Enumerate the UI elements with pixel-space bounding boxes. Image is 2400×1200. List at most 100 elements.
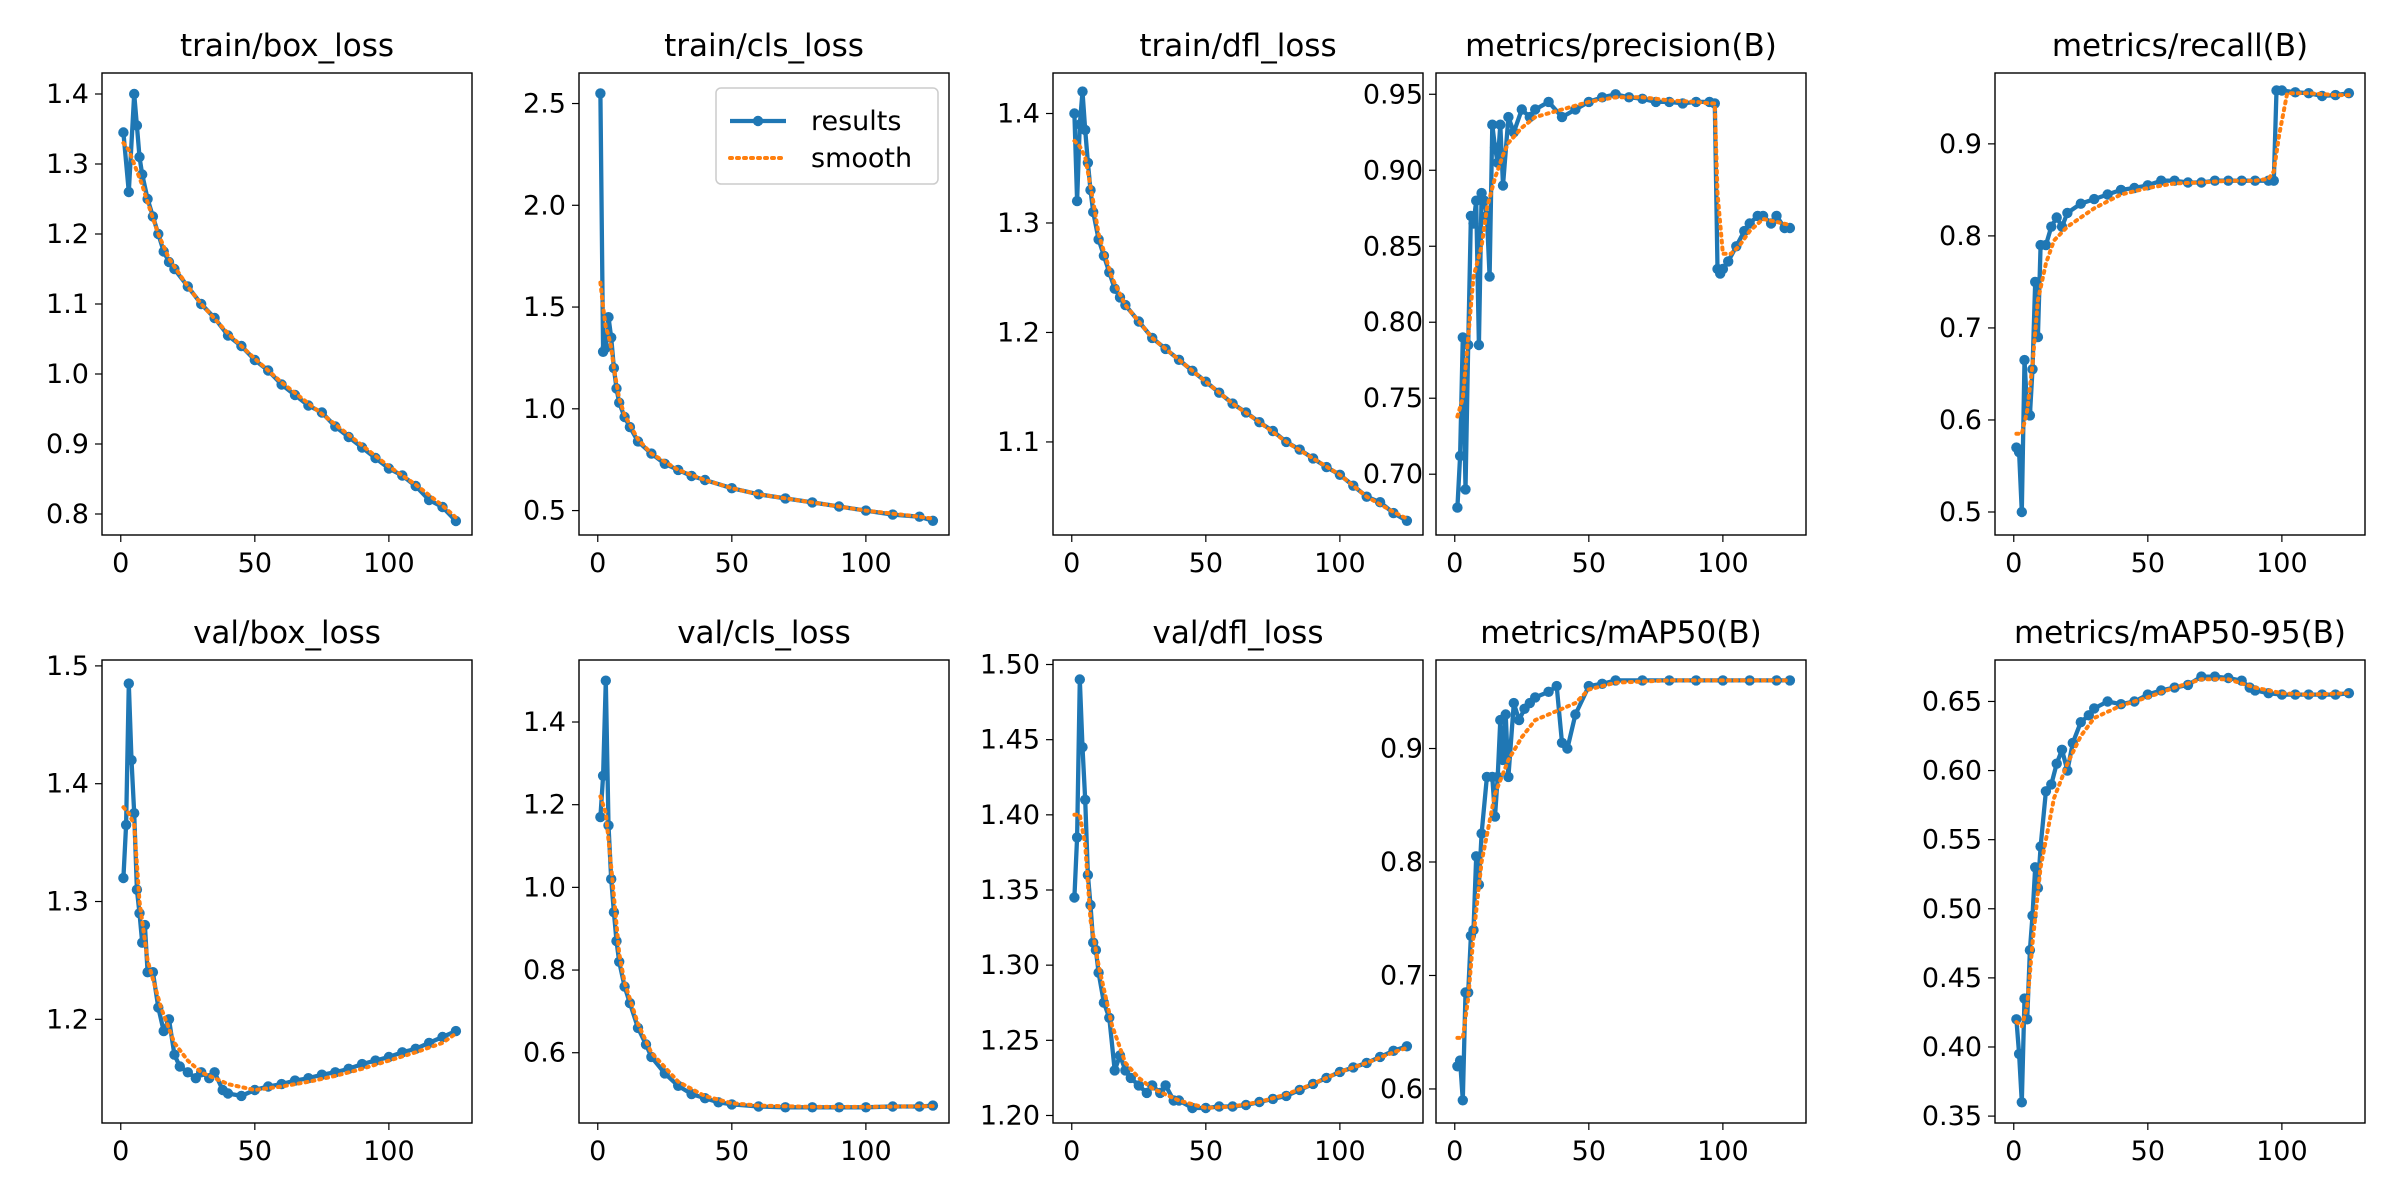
results-point — [1125, 1072, 1137, 1084]
y-tick-label: 1.2 — [997, 317, 1040, 348]
results-point — [595, 811, 606, 823]
x-tick-label: 0 — [2005, 1136, 2022, 1167]
smooth-line — [121, 141, 458, 520]
results-point — [2102, 696, 2113, 707]
results-point — [2075, 717, 2086, 728]
results-point — [123, 678, 134, 689]
panel-title: train/box_loss — [180, 28, 394, 64]
results-line — [121, 91, 458, 523]
x-tick-label: 50 — [238, 1136, 272, 1167]
results-point — [2051, 212, 2062, 223]
y-tick-label: 0.45 — [1922, 963, 1982, 994]
results-point — [887, 1101, 898, 1112]
smooth-line — [2014, 91, 2351, 436]
results-point — [118, 127, 129, 138]
results-point — [1771, 210, 1782, 222]
results-point — [2089, 193, 2100, 205]
axes-frame — [1435, 659, 1807, 1124]
y-tick-label: 1.4 — [997, 99, 1040, 130]
y-tick-label: 1.3 — [997, 208, 1040, 239]
results-point — [2089, 703, 2100, 714]
legend-label-smooth: smooth — [811, 143, 912, 174]
results-point — [595, 88, 606, 99]
results-point — [1556, 111, 1568, 123]
results-point — [1500, 709, 1511, 720]
results-point — [126, 754, 137, 766]
x-tick-label: 0 — [112, 548, 129, 579]
results-point — [2013, 447, 2025, 458]
results-point — [158, 1025, 169, 1037]
results-point — [673, 1080, 684, 1092]
panel-2: train/dfl_loss 0 50 100 1.1 1.2 1.3 1.4 — [997, 28, 1424, 579]
y-tick-label: 0.40 — [1922, 1032, 1982, 1063]
results-point — [1071, 195, 1083, 207]
results-point — [1508, 127, 1520, 138]
results-point — [1141, 1087, 1153, 1099]
results-point — [1069, 892, 1080, 903]
y-tick-label: 0.8 — [46, 499, 89, 530]
results-point — [118, 872, 129, 884]
y-tick-label: 0.60 — [1922, 756, 1982, 787]
results-point — [2046, 779, 2057, 790]
panel-8: metrics/mAP50(B) 0 50 100 0.6 0.7 0.8 0.9 — [1380, 615, 1807, 1167]
x-tick-label: 50 — [1189, 548, 1223, 579]
results-point — [600, 675, 611, 686]
axes-frame — [1052, 659, 1424, 1124]
results-point — [1570, 709, 1581, 720]
results-point — [129, 88, 140, 100]
results-point — [182, 1067, 193, 1078]
smooth-line — [1455, 95, 1792, 419]
results-point — [1452, 502, 1463, 513]
x-tick-label: 100 — [2256, 1136, 2308, 1167]
y-tick-label: 0.95 — [1363, 79, 1423, 110]
results-point — [1454, 450, 1466, 462]
y-tick-label: 0.8 — [523, 955, 566, 986]
results-point — [1530, 692, 1541, 703]
y-tick-label: 1.20 — [980, 1100, 1040, 1131]
smooth-line — [598, 280, 935, 521]
results-point — [2013, 1048, 2025, 1060]
results-point — [1476, 828, 1487, 839]
results-point — [134, 151, 145, 163]
y-tick-label: 0.9 — [1380, 734, 1423, 765]
results-point — [1489, 142, 1501, 153]
results-point — [2019, 354, 2030, 366]
y-tick-label: 0.90 — [1363, 155, 1423, 186]
results-point — [169, 1049, 180, 1060]
panel-4: metrics/recall(B) 0 50 100 0.5 0.6 0.7 0.8 0.9 — [1939, 28, 2366, 579]
y-tick-label: 1.3 — [46, 887, 89, 918]
results-point — [1516, 104, 1528, 115]
results-point — [2276, 85, 2288, 96]
smooth-line — [2014, 677, 2351, 1030]
y-tick-label: 1.4 — [46, 769, 89, 800]
results-point — [600, 342, 611, 353]
smooth-line — [1072, 812, 1409, 1111]
results-point — [1487, 119, 1498, 130]
panel-title: train/dfl_loss — [1139, 28, 1336, 64]
results-point — [1468, 218, 1479, 229]
results-point — [1454, 1055, 1466, 1066]
y-tick-label: 1.45 — [980, 725, 1040, 756]
x-tick-label: 0 — [2005, 548, 2022, 579]
results-point — [2316, 689, 2328, 700]
results-point — [1071, 832, 1083, 843]
x-tick-label: 0 — [1063, 1136, 1080, 1167]
results-point — [1460, 484, 1471, 495]
y-tick-label: 0.75 — [1363, 383, 1423, 414]
results-point — [370, 1055, 381, 1066]
smooth-line — [121, 805, 458, 1093]
results-line — [2014, 88, 2350, 515]
results-point — [1471, 851, 1482, 862]
results-point — [356, 1058, 368, 1070]
panel-title: metrics/recall(B) — [2052, 28, 2308, 64]
results-point — [1484, 271, 1495, 282]
results-point — [1530, 104, 1541, 115]
x-tick-label: 0 — [1063, 548, 1080, 579]
panel-5: val/box_loss 0 50 100 1.2 1.3 1.4 1.5 — [46, 615, 473, 1167]
results-point — [1495, 119, 1506, 130]
panel-title: metrics/mAP50-95(B) — [2014, 615, 2346, 651]
results-point — [1471, 195, 1482, 206]
y-tick-label: 1.4 — [523, 707, 566, 738]
results-point — [2156, 175, 2167, 186]
